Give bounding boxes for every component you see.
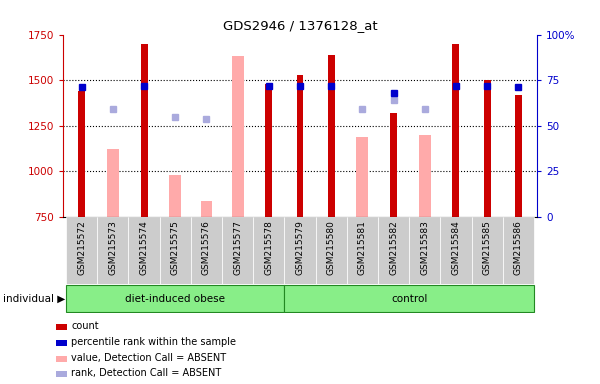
Text: GSM215580: GSM215580 xyxy=(326,220,335,275)
Text: GSM215572: GSM215572 xyxy=(77,220,86,275)
Bar xyxy=(253,217,284,284)
Text: GSM215585: GSM215585 xyxy=(482,220,491,275)
Bar xyxy=(284,217,316,284)
Bar xyxy=(378,217,409,284)
Text: percentile rank within the sample: percentile rank within the sample xyxy=(71,337,236,347)
Bar xyxy=(128,217,160,284)
Bar xyxy=(472,217,503,284)
Bar xyxy=(328,55,335,217)
Text: control: control xyxy=(391,293,427,304)
Bar xyxy=(515,95,522,217)
Bar xyxy=(56,371,67,377)
Bar xyxy=(452,44,460,217)
Text: GSM215574: GSM215574 xyxy=(140,220,149,275)
Bar xyxy=(200,200,212,217)
Bar xyxy=(419,135,431,217)
Text: value, Detection Call = ABSENT: value, Detection Call = ABSENT xyxy=(71,353,227,363)
Bar xyxy=(440,217,472,284)
Bar xyxy=(66,285,284,313)
Bar xyxy=(232,56,244,217)
Bar xyxy=(56,324,67,330)
Bar xyxy=(484,80,491,217)
Bar xyxy=(390,113,397,217)
Bar xyxy=(503,217,534,284)
Bar xyxy=(97,217,128,284)
Text: GSM215573: GSM215573 xyxy=(109,220,118,275)
Text: GSM215581: GSM215581 xyxy=(358,220,367,275)
Text: diet-induced obese: diet-induced obese xyxy=(125,293,225,304)
Text: individual ▶: individual ▶ xyxy=(3,293,65,304)
Bar xyxy=(222,217,253,284)
Bar xyxy=(265,84,272,217)
Text: GSM215578: GSM215578 xyxy=(265,220,274,275)
Text: count: count xyxy=(71,321,99,331)
Title: GDS2946 / 1376128_at: GDS2946 / 1376128_at xyxy=(223,19,377,32)
Bar xyxy=(296,75,304,217)
Bar xyxy=(191,217,222,284)
Text: GSM215584: GSM215584 xyxy=(451,220,460,275)
Text: GSM215576: GSM215576 xyxy=(202,220,211,275)
Text: GSM215575: GSM215575 xyxy=(171,220,180,275)
Text: GSM215577: GSM215577 xyxy=(233,220,242,275)
Text: GSM215579: GSM215579 xyxy=(296,220,305,275)
Bar xyxy=(284,285,534,313)
Bar xyxy=(169,175,181,217)
Bar xyxy=(316,217,347,284)
Bar xyxy=(56,356,67,362)
Text: GSM215582: GSM215582 xyxy=(389,220,398,275)
Bar xyxy=(140,44,148,217)
Text: GSM215586: GSM215586 xyxy=(514,220,523,275)
Bar xyxy=(56,340,67,346)
Bar xyxy=(409,217,440,284)
Text: GSM215583: GSM215583 xyxy=(420,220,429,275)
Bar xyxy=(356,137,368,217)
Text: rank, Detection Call = ABSENT: rank, Detection Call = ABSENT xyxy=(71,368,221,378)
Bar xyxy=(66,217,97,284)
Bar xyxy=(347,217,378,284)
Bar xyxy=(160,217,191,284)
Bar xyxy=(107,149,119,217)
Bar xyxy=(78,91,85,217)
